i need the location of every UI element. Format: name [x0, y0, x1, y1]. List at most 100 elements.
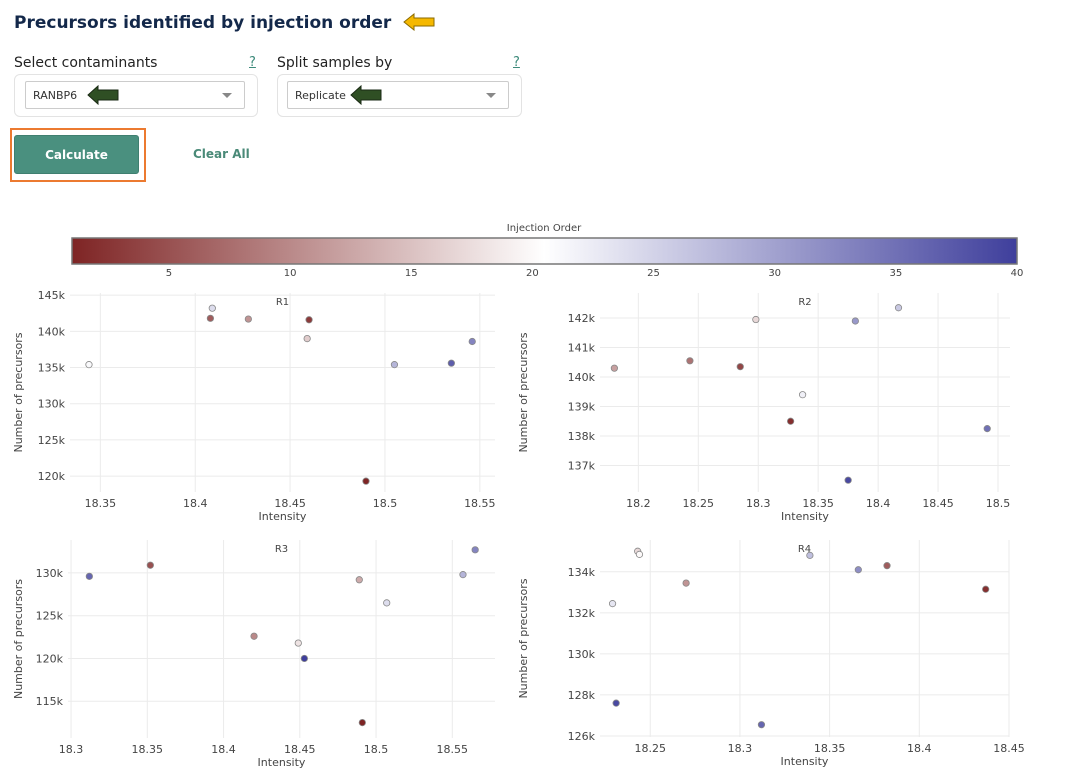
- chevron-down-icon[interactable]: [222, 93, 232, 98]
- data-point[interactable]: [208, 304, 216, 312]
- calculate-highlight: [10, 128, 146, 182]
- data-point[interactable]: [447, 359, 455, 367]
- x-tick-label: 18.4: [183, 497, 208, 510]
- data-point[interactable]: [608, 600, 617, 608]
- arrow-left-icon: [403, 12, 435, 32]
- data-point[interactable]: [303, 334, 311, 343]
- x-axis-title: Intensity: [259, 510, 307, 523]
- y-tick-label: 140k: [38, 325, 66, 338]
- data-point[interactable]: [244, 315, 252, 323]
- colorbar-tick-label: 5: [166, 268, 172, 279]
- split-label: Split samples by: [277, 55, 393, 71]
- colorbar-title: Injection Order: [507, 223, 582, 234]
- y-axis-title: Number of precursors: [12, 579, 25, 699]
- colorbar-tick-label: 10: [284, 268, 297, 279]
- x-tick-label: 18.35: [814, 742, 846, 755]
- x-tick-label: 18.35: [85, 497, 117, 510]
- data-point[interactable]: [471, 546, 479, 554]
- x-tick-label: 18.4: [866, 497, 891, 510]
- data-point[interactable]: [682, 579, 690, 587]
- arrow-left-icon: [87, 85, 119, 105]
- scatter-panel-R3: 18.3 18.35 18.4 18.45 18.5 18.55 115k 120k 125k 1…: [12, 540, 495, 769]
- data-point[interactable]: [686, 357, 694, 365]
- x-tick-label: 18.55: [437, 743, 469, 756]
- clear-all-button[interactable]: Clear All: [193, 147, 250, 161]
- x-tick-label: 18.35: [132, 743, 164, 756]
- y-tick-label: 140k: [568, 371, 596, 384]
- data-point[interactable]: [757, 721, 766, 729]
- split-select[interactable]: Replicate: [287, 81, 509, 109]
- data-point[interactable]: [459, 571, 467, 579]
- data-point[interactable]: [851, 317, 859, 325]
- x-axis-title: Intensity: [781, 755, 829, 768]
- data-point[interactable]: [894, 304, 903, 312]
- y-tick-label: 115k: [36, 695, 64, 708]
- x-axis-title: Intensity: [781, 510, 829, 523]
- data-point[interactable]: [300, 654, 308, 663]
- y-tick-label: 134k: [568, 566, 596, 579]
- data-point[interactable]: [736, 363, 744, 371]
- contaminants-label: Select contaminants: [14, 55, 158, 71]
- data-point[interactable]: [612, 699, 620, 707]
- data-point[interactable]: [844, 476, 852, 484]
- data-point[interactable]: [982, 585, 990, 593]
- data-point[interactable]: [358, 719, 366, 727]
- panel-title: R4: [798, 544, 811, 555]
- x-tick-label: 18.3: [746, 497, 771, 510]
- x-axis-title: Intensity: [258, 756, 306, 769]
- x-tick-label: 18.2: [626, 497, 651, 510]
- data-point[interactable]: [362, 477, 370, 485]
- y-tick-label: 120k: [38, 470, 66, 483]
- data-point[interactable]: [787, 417, 795, 425]
- data-point[interactable]: [806, 551, 814, 559]
- y-tick-label: 132k: [568, 607, 596, 620]
- colorbar-tick-label: 15: [405, 268, 418, 279]
- data-point[interactable]: [983, 425, 991, 433]
- data-point[interactable]: [799, 391, 807, 399]
- y-tick-label: 139k: [568, 401, 596, 414]
- y-tick-label: 138k: [568, 430, 596, 443]
- data-point[interactable]: [390, 361, 399, 369]
- data-point[interactable]: [610, 364, 618, 372]
- data-point[interactable]: [854, 566, 862, 574]
- colorbar-tick-label: 25: [647, 268, 660, 279]
- data-point[interactable]: [355, 576, 363, 584]
- data-point[interactable]: [146, 561, 154, 569]
- x-tick-label: 18.4: [211, 743, 236, 756]
- data-point[interactable]: [883, 562, 891, 570]
- data-point[interactable]: [635, 550, 644, 558]
- x-tick-label: 18.45: [922, 497, 954, 510]
- y-tick-label: 130k: [568, 648, 596, 661]
- page-title: Precursors identified by injection order: [14, 12, 435, 33]
- y-axis-title: Number of precursors: [517, 332, 530, 452]
- y-tick-label: 128k: [568, 689, 596, 702]
- split-help-link[interactable]: ?: [513, 55, 520, 70]
- y-axis-title: Number of precursors: [12, 332, 25, 452]
- panel-title: R1: [276, 297, 289, 308]
- data-point[interactable]: [383, 599, 391, 607]
- panel-title: R2: [798, 297, 811, 308]
- y-tick-label: 130k: [38, 398, 66, 411]
- calculate-button[interactable]: Calculate: [14, 135, 139, 174]
- x-tick-label: 18.55: [464, 497, 496, 510]
- y-tick-label: 125k: [36, 610, 64, 623]
- chevron-down-icon[interactable]: [486, 93, 496, 98]
- data-point[interactable]: [206, 314, 215, 322]
- colorbar-tick-label: 35: [889, 268, 902, 279]
- data-point[interactable]: [250, 632, 258, 640]
- data-point[interactable]: [305, 316, 313, 324]
- y-tick-label: 135k: [38, 362, 66, 375]
- colorbar-tick-label: 20: [526, 268, 539, 279]
- data-point[interactable]: [294, 639, 302, 647]
- data-point[interactable]: [85, 361, 93, 369]
- data-point[interactable]: [752, 315, 760, 324]
- x-tick-label: 18.45: [993, 742, 1025, 755]
- contaminants-help-link[interactable]: ?: [249, 55, 256, 70]
- x-tick-label: 18.5: [373, 497, 398, 510]
- contaminants-select[interactable]: RANBP6: [25, 81, 245, 109]
- data-point[interactable]: [85, 572, 93, 580]
- data-point[interactable]: [468, 337, 476, 346]
- split-value: Replicate: [295, 88, 346, 102]
- scatter-panel-R4: 18.25 18.3 18.35 18.4 18.45 126k 128k 130k 132k 1…: [517, 540, 1025, 768]
